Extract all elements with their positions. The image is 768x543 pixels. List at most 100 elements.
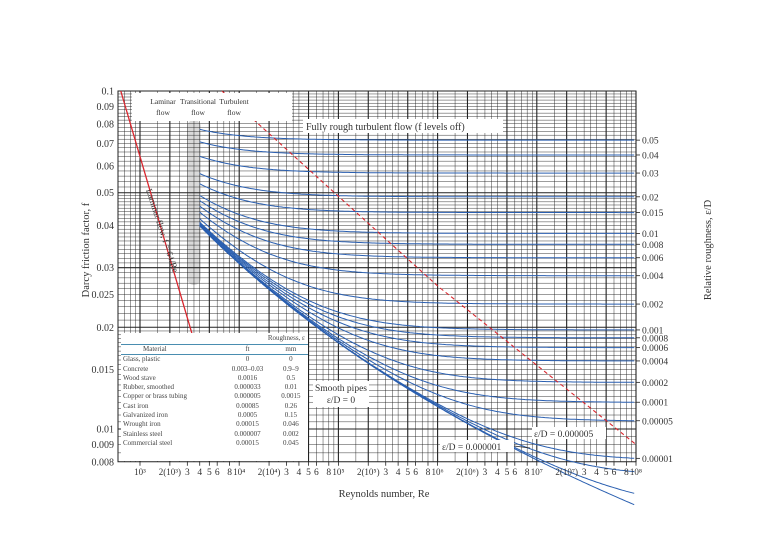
relative-roughness-label: 0.03 xyxy=(642,170,659,180)
roughness-curve-0.02 xyxy=(199,173,635,198)
y-tick-label: 0.015 xyxy=(91,365,114,376)
y-tick-label: 0.009 xyxy=(91,440,114,451)
x-tick-label: 8 xyxy=(326,468,331,478)
x-tick-label: 10⁶ xyxy=(432,467,444,477)
mm-cell: 0.9–9 xyxy=(282,364,299,373)
fully-rough-boundary-line xyxy=(221,90,637,445)
turbulent-region-label: Turbulent xyxy=(219,97,249,106)
roughness-curve-0.006 xyxy=(199,205,635,259)
relative-roughness-label: 0.001 xyxy=(642,326,664,336)
table-row: Galvanized iron 0.0005 0.15 xyxy=(121,411,308,420)
y-axis-label: Darcy friction factor, f xyxy=(81,202,92,297)
y-tick-label: 0.04 xyxy=(96,221,114,232)
x-tick-label: 6 xyxy=(612,468,617,478)
x-tick-label: 3 xyxy=(483,468,488,478)
material-cell: Stainless steel xyxy=(123,429,163,438)
material-cell: Cast iron xyxy=(123,401,149,410)
ft-cell: 0.00085 xyxy=(236,401,259,410)
relative-roughness-label: 0.0008 xyxy=(642,334,668,344)
mm-cell: 0.01 xyxy=(284,383,297,392)
header-mm: mm xyxy=(273,343,308,356)
ft-cell: 0.00015 xyxy=(236,438,259,447)
laminar-line-label: Laminar flow, f = 64/Re xyxy=(144,188,180,274)
smooth-pipes-ed-label: ε/D = 0 xyxy=(327,396,356,406)
x-tick-label: 6 xyxy=(314,468,319,478)
roughness-curve-0.015 xyxy=(199,183,635,214)
table-row: Wrought iron 0.00015 0.046 xyxy=(121,420,308,429)
relative-roughness-label: 0.008 xyxy=(642,241,664,251)
roughness-curve-0.04 xyxy=(199,141,635,156)
material-cell: Concrete xyxy=(123,364,149,373)
x-tick-label: 4 xyxy=(396,468,401,478)
ed-0.000001-label: ε/D = 0.000001 xyxy=(442,443,501,453)
header-material: Material xyxy=(121,343,222,356)
roughness-table-header: Material ft mm xyxy=(121,343,308,356)
material-cell: Glass, plastic xyxy=(123,355,161,364)
transitional-region-label: Transitional xyxy=(180,97,216,106)
x-tick-label: 8 xyxy=(624,468,629,478)
x-tick-label: 8 xyxy=(426,468,431,478)
x-tick-label: 5 xyxy=(604,468,609,478)
x-tick-label: 2(10⁷) xyxy=(555,467,578,477)
ft-cell: 0 xyxy=(245,355,250,364)
red-lines xyxy=(120,90,637,445)
roughness-curve-0.008 xyxy=(199,200,635,245)
y-tick-label: 0.01 xyxy=(96,425,114,436)
mm-cell: 0.046 xyxy=(282,420,299,429)
mm-cell: 0.15 xyxy=(284,411,297,420)
smooth-pipes-label: Smooth pipes xyxy=(315,384,367,394)
x-tick-label: 2(10⁴) xyxy=(258,467,281,477)
relative-roughness-label: 0.00005 xyxy=(642,417,673,427)
mm-cell: 0 xyxy=(289,355,293,364)
x-tick-label: 10⁵ xyxy=(332,467,344,477)
roughness-table: Roughness, ε Material ft mm Glass, plast… xyxy=(121,333,308,461)
x-tick-label: 10⁴ xyxy=(233,467,245,477)
roughness-curve-0.0006 xyxy=(199,223,635,349)
x-tick-label: 5 xyxy=(505,468,510,478)
x-tick-label: 3 xyxy=(582,468,587,478)
relative-roughness-label: 0.05 xyxy=(642,137,659,147)
table-row: Stainless steel 0.000007 0.002 xyxy=(121,430,308,439)
x-tick-label: 8 xyxy=(227,468,232,478)
material-cell: Galvanized iron xyxy=(123,411,168,420)
table-row: Commercial steel 0.00015 0.045 xyxy=(121,439,308,448)
mm-cell: 0.045 xyxy=(282,438,299,447)
x-tick-label: 6 xyxy=(215,468,220,478)
laminar-line xyxy=(120,90,201,361)
x-tick-label: 10⁷ xyxy=(531,467,543,477)
relative-roughness-label: 0.0001 xyxy=(642,399,668,409)
relative-roughness-label: 0.004 xyxy=(642,272,664,282)
tick-labels: 10³ 2(10³) 3 4 5 6 8 10⁴ 2(10⁴) 3 4 5 6 8 10⁵ 2(10⁵) 3 4 5… xyxy=(91,87,673,478)
turbulent-region-label-2: flow xyxy=(227,108,241,117)
material-cell: Commercial steel xyxy=(123,438,173,447)
x-tick-label: 5 xyxy=(405,468,410,478)
x-tick-label: 3 xyxy=(383,468,388,478)
y-tick-label: 0.06 xyxy=(96,161,114,172)
ft-cell: 0.0005 xyxy=(237,411,258,420)
relative-roughness-label: 0.00001 xyxy=(642,455,673,465)
x-tick-label: 2(10⁶) xyxy=(456,467,479,477)
material-cell: Wrought iron xyxy=(123,420,161,429)
x-tick-label: 5 xyxy=(207,468,212,478)
relative-roughness-label: 0.0006 xyxy=(642,344,668,354)
roughness-curve-0.05 xyxy=(199,128,635,141)
x-tick-label: 8 xyxy=(525,468,530,478)
transitional-region-label-2: flow xyxy=(191,108,205,117)
material-cell: Rubber, smoothed xyxy=(123,383,175,392)
relative-roughness-label: 0.006 xyxy=(642,254,664,264)
ft-cell: 0.000033 xyxy=(234,383,261,392)
material-cell: Copper or brass tubing xyxy=(123,392,187,401)
x-tick-label: 4 xyxy=(297,468,302,478)
roughness-curve-0.0002 xyxy=(199,224,635,383)
relative-roughness-label: 0.0004 xyxy=(642,357,668,367)
header-ft: ft xyxy=(221,343,274,356)
relative-roughness-label: 0.0002 xyxy=(642,379,668,389)
roughness-curve-0.0004 xyxy=(199,224,635,362)
x-tick-label: 6 xyxy=(413,468,418,478)
ft-cell: 0.00015 xyxy=(236,420,259,429)
roughness-curve-0.002 xyxy=(199,218,635,305)
x-axis-label: Reynolds number, Re xyxy=(339,489,430,500)
table-row: Glass, plastic 0 0 xyxy=(121,355,308,365)
table-row: Cast iron 0.00085 0.26 xyxy=(121,402,308,411)
table-row: Rubber, smoothed 0.000033 0.01 xyxy=(121,383,308,392)
